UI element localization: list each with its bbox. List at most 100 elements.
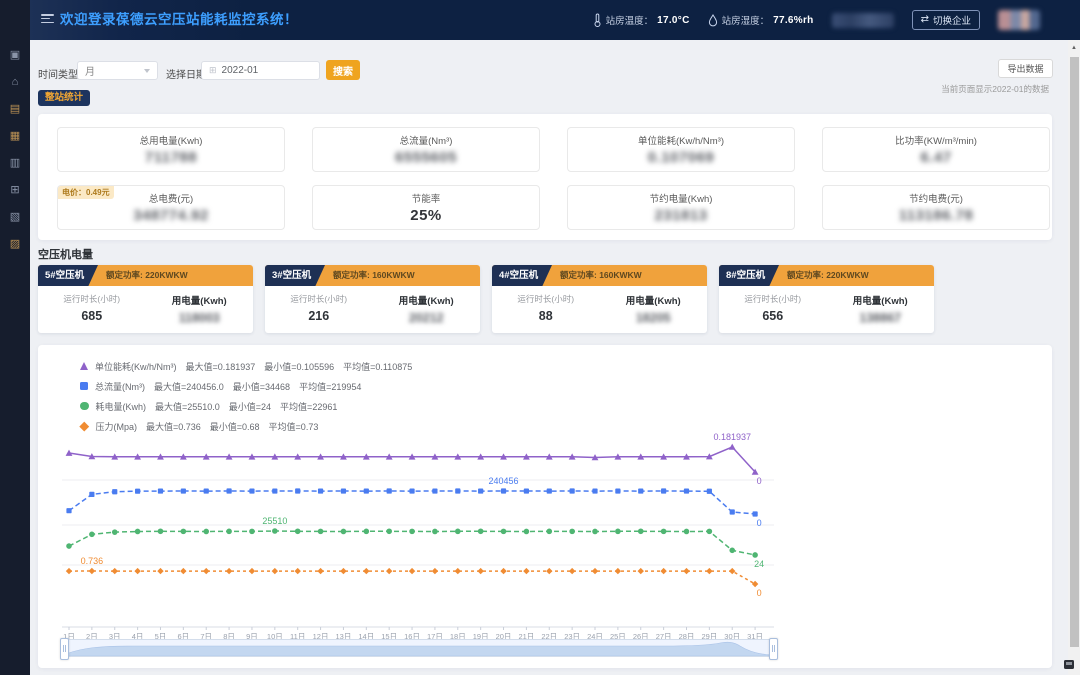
run-hours-value: 656 [719, 309, 827, 323]
kwh-label: 用电量(Kwh) [373, 293, 481, 307]
stat-card-value: 711788 [58, 149, 284, 166]
stat-card-title: 比功率(KW/m³/min) [823, 133, 1049, 147]
time-type-value: 月 [85, 63, 144, 78]
compressor-card: 8#空压机额定功率: 220KWKW运行时长(小时)656用电量(Kwh)138… [719, 265, 934, 333]
stat-card: 总流量(Nm³)6555605 [312, 127, 540, 172]
compressor-card-header: 4#空压机额定功率: 160KWKW [492, 265, 707, 286]
date-value: 2022-01 [222, 65, 259, 76]
svg-text:24: 24 [754, 559, 764, 569]
svg-text:0: 0 [757, 588, 762, 598]
legend-text: 单位能耗(Kw/h/Nm³) 最大值=0.181937 最小值=0.105596… [95, 360, 412, 373]
run-hours-value: 216 [265, 309, 373, 323]
humidity-drop-icon [708, 14, 718, 27]
legend-text: 耗电量(Kwh) 最大值=25510.0 最小值=24 平均值=22961 [96, 400, 338, 413]
stat-card-value: 231813 [568, 207, 794, 224]
user-profile-masked[interactable] [998, 10, 1040, 30]
kwh-value: 138867 [827, 311, 935, 325]
rated-power-label: 额定功率: 160KWKW [560, 265, 642, 286]
chart-legend: 单位能耗(Kw/h/Nm³) 最大值=0.181937 最小值=0.105596… [80, 356, 412, 436]
run-hours-value: 88 [492, 309, 600, 323]
switch-arrows-icon: ⇄ [921, 15, 929, 25]
time-type-select[interactable]: 月 [77, 61, 158, 80]
station-humidity: 站房湿度： 77.6%rh [708, 13, 814, 27]
sidebar-home-icon[interactable]: ⌂ [12, 77, 19, 88]
stat-card-value: 6.47 [823, 149, 1049, 166]
rated-power-label: 额定功率: 220KWKW [787, 265, 869, 286]
compressor-card-header: 5#空压机额定功率: 220KWKW [38, 265, 253, 286]
run-hours-label: 运行时长(小时) [38, 293, 146, 305]
svg-text:0.181937: 0.181937 [713, 432, 751, 442]
price-tag: 电价：0.49元 [58, 186, 114, 199]
station-stats-tab[interactable]: 整站统计 [38, 90, 90, 106]
svg-text:0.736: 0.736 [81, 556, 104, 566]
station-temperature: 站房温度： 17.0°C [593, 13, 690, 27]
temperature-label: 站房温度： [606, 13, 654, 27]
sidebar-module-icon[interactable]: ⊞ [10, 185, 19, 196]
date-label: 选择日期 [166, 66, 206, 81]
sidebar-monitor-icon[interactable]: ▣ [10, 50, 20, 61]
app-root: ▣ ⌂ ▤ ▦ ▥ ⊞ ▧ ▨ 欢迎登录葆德云空压站能耗监控系统！ 站房温度： 17.0°C … [0, 0, 1080, 675]
triangle-marker-icon [80, 362, 88, 370]
stat-card-value: 25% [313, 207, 539, 224]
energy-line-chart: 0.1819370240456025510240.73601日2日3日4日5日6… [58, 429, 778, 645]
compressor-name-chip: 5#空压机 [38, 265, 98, 286]
humidity-value: 77.6%rh [773, 15, 813, 26]
screen-tool-icon [1064, 660, 1074, 669]
top-header: 欢迎登录葆德云空压站能耗监控系统！ 站房温度： 17.0°C 站房湿度： 77.… [30, 0, 1080, 40]
datazoom-left-handle[interactable] [60, 638, 69, 660]
stat-card-title: 单位能耗(Kw/h/Nm³) [568, 133, 794, 147]
sidebar-stats-icon[interactable]: ▤ [10, 104, 20, 115]
kwh-value: 20212 [373, 311, 481, 325]
scrollbar-up-arrow[interactable]: ▲ [1071, 45, 1077, 51]
page-scrollbar[interactable]: ▲ [1068, 40, 1080, 675]
stat-card: 比功率(KW/m³/min) 6.47 [822, 127, 1050, 172]
compressor-card: 4#空压机额定功率: 160KWKW运行时长(小时)88用电量(Kwh)1820… [492, 265, 707, 333]
date-picker-input[interactable]: ⊞ 2022-01 [201, 61, 320, 80]
legend-item[interactable]: 耗电量(Kwh) 最大值=25510.0 最小值=24 平均值=22961 [80, 396, 412, 416]
kwh-label: 用电量(Kwh) [827, 293, 935, 307]
rated-power-label: 额定功率: 160KWKW [333, 265, 415, 286]
calendar-icon: ⊞ [209, 66, 217, 75]
stat-card: 电价：0.49元总电费(元)348774.92 [57, 185, 285, 230]
svg-text:240456: 240456 [489, 476, 519, 486]
legend-text: 总流量(Nm³) 最大值=240456.0 最小值=34468 平均值=2199… [95, 380, 361, 393]
sidebar-clipboard-icon[interactable]: ▥ [10, 158, 20, 169]
stat-card-title: 节约电量(Kwh) [568, 191, 794, 205]
compressor-name-chip: 8#空压机 [719, 265, 779, 286]
rated-power-label: 额定功率: 220KWKW [106, 265, 188, 286]
stat-card: 节约电费(元)113186.78 [822, 185, 1050, 230]
export-data-button[interactable]: 导出数据 [998, 59, 1053, 78]
sidebar-report-icon[interactable]: ▧ [10, 212, 20, 223]
legend-item[interactable]: 单位能耗(Kw/h/Nm³) 最大值=0.181937 最小值=0.105596… [80, 356, 412, 376]
energy-chart-panel: 单位能耗(Kw/h/Nm³) 最大值=0.181937 最小值=0.105596… [38, 345, 1052, 668]
search-button[interactable]: 搜索 [326, 60, 360, 80]
switch-company-button[interactable]: ⇄ 切换企业 [912, 10, 980, 30]
datazoom-slider[interactable] [63, 639, 775, 657]
stat-card-value: 348774.92 [58, 207, 284, 224]
sidebar-energy-icon[interactable]: ▦ [10, 131, 20, 142]
datazoom-right-handle[interactable] [769, 638, 778, 660]
current-page-note: 当前页面显示2022-01的数据 [941, 83, 1049, 95]
chevron-down-icon [144, 69, 150, 73]
kwh-label: 用电量(Kwh) [146, 293, 254, 307]
time-type-label: 时间类型 [38, 66, 78, 81]
kwh-value: 18205 [600, 311, 708, 325]
stat-card: 节约电量(Kwh) 231813 [567, 185, 795, 230]
stat-card: 总用电量(Kwh)711788 [57, 127, 285, 172]
legend-item[interactable]: 总流量(Nm³) 最大值=240456.0 最小值=34468 平均值=2199… [80, 376, 412, 396]
svg-text:0: 0 [757, 518, 762, 528]
sidebar-archive-icon[interactable]: ▨ [10, 239, 20, 250]
run-hours-value: 685 [38, 309, 146, 323]
svg-text:0: 0 [757, 476, 762, 486]
svg-text:25510: 25510 [262, 516, 287, 526]
compressor-card-header: 3#空压机额定功率: 160KWKW [265, 265, 480, 286]
menu-toggle-icon[interactable] [41, 14, 54, 25]
summary-stats-panel: 总用电量(Kwh)711788 总流量(Nm³)6555605 单位能耗(Kw/h/… [38, 114, 1052, 240]
kwh-value: 118003 [146, 311, 254, 325]
switch-company-label: 切换企业 [933, 13, 971, 27]
kwh-label: 用电量(Kwh) [600, 293, 708, 307]
stat-card-title: 总流量(Nm³) [313, 133, 539, 147]
scrollbar-thumb[interactable] [1070, 57, 1079, 647]
compressor-name-chip: 3#空压机 [265, 265, 325, 286]
stat-card: 节能率25% [312, 185, 540, 230]
